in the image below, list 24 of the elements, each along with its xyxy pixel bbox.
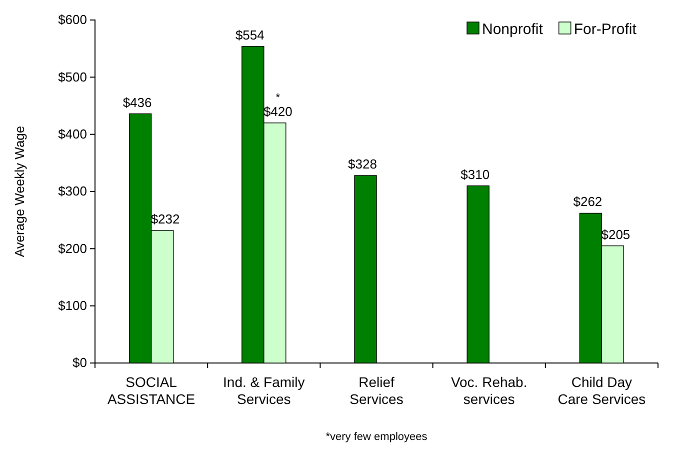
y-axis-title: Average Weekly Wage	[12, 126, 27, 258]
data-label: $232	[150, 211, 180, 226]
legend-label: Nonprofit	[482, 21, 544, 38]
y-tick-label: $200	[58, 240, 87, 256]
y-tick-label: $500	[58, 69, 87, 84]
data-label: $310	[460, 166, 490, 182]
data-label: $436	[122, 94, 152, 110]
x-tick-label: Ind. & Family Services	[223, 374, 305, 407]
y-tick-label: $400	[58, 126, 87, 142]
legend-label: For-Profit	[574, 21, 638, 38]
data-label: $205	[601, 226, 630, 242]
annotation: *	[276, 92, 281, 104]
data-label: $554	[235, 27, 264, 42]
y-tick-label: $300	[58, 184, 87, 199]
x-tick-label: Relief Services	[350, 374, 404, 407]
data-label: $328	[348, 156, 377, 172]
y-tick-label: $100	[58, 298, 87, 313]
x-tick-label: Voc. Rehab. services	[450, 374, 528, 407]
text: *very few employees	[326, 431, 428, 443]
y-tick-label: $0	[72, 355, 87, 370]
x-tick-label: Child Day Care Services	[558, 374, 646, 407]
y-tick-label: $600	[58, 12, 87, 28]
data-label: $262	[573, 194, 602, 210]
x-tick-label: SOCIAL ASSISTANCE	[107, 374, 196, 407]
